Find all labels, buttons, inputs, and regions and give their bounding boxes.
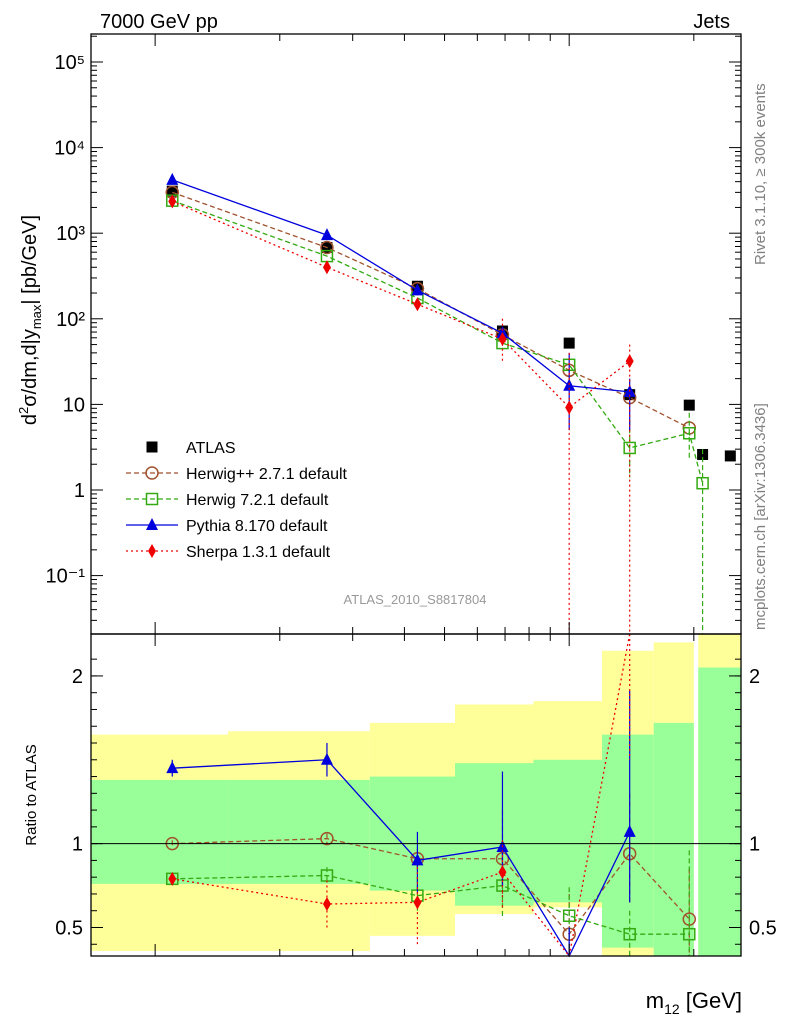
main-ytick-label-6: 10⁵	[54, 52, 85, 74]
ratio-point-3-0	[168, 871, 177, 886]
ratio-point-2-5	[623, 824, 636, 837]
ratio-uncertainty-bands	[91, 634, 741, 956]
legend-marker-4	[148, 544, 156, 558]
ratio-point-3-3	[498, 865, 507, 880]
panel-frames: 10⁻¹ 1 10 10² 10³ 10⁴ 10⁵ 0.5 0.5 1 1 2 2	[46, 33, 777, 957]
legend-label-3: Pythia 8.170 default	[186, 518, 328, 535]
main-point-0-4	[563, 337, 575, 349]
ratio-band-inner-6	[653, 722, 694, 956]
main-point-0-7	[697, 448, 709, 460]
ratio-point-1-6	[683, 927, 696, 941]
ratio-band-inner-3	[455, 763, 534, 906]
x-axis-label: m12 [GeV]	[646, 988, 742, 1017]
main-point-0-0	[166, 185, 178, 197]
main-ytick-label-2: 10	[63, 394, 85, 416]
main-point-4-4	[565, 400, 574, 415]
ratio-band-inner-5	[601, 734, 654, 948]
legend-label-4: Sherpa 1.3.1 default	[186, 544, 331, 561]
main-point-4-5	[625, 354, 634, 369]
mcplots-label: mcplots.cern.ch [arXiv:1306.3436]	[752, 403, 769, 630]
legend-label-2: Herwig 7.2.1 default	[186, 492, 329, 509]
main-point-3-2	[411, 283, 424, 296]
main-point-4-2	[413, 297, 422, 312]
ratio-point-3-1	[322, 897, 331, 912]
main-series-line-2	[172, 200, 704, 484]
ratio-series-line-3	[172, 633, 631, 958]
ratio-band-inner-7	[698, 667, 741, 956]
main-series-line-3	[172, 179, 630, 393]
ratio-series-line-2	[172, 759, 631, 958]
main-point-3-1	[320, 228, 333, 241]
ratio-ytick-label-1: 1	[72, 834, 83, 856]
ratio-point-1-4	[562, 909, 576, 922]
legend: ATLAS Herwig++ 2.7.1 default Herwig 7.2.1 …	[126, 440, 348, 561]
rivet-version-label: Rivet 3.1.10, ≥ 300k events	[752, 83, 769, 265]
main-ytick-label-1: 1	[74, 480, 85, 502]
main-point-2-5	[623, 441, 636, 455]
main-point-1-1	[320, 240, 334, 255]
main-point-2-7	[696, 476, 709, 490]
analysis-id-label: ATLAS_2010_S8817804	[344, 592, 487, 607]
main-ylabel: d2σ/dm,d|ymax| [pb/GeV]	[16, 215, 44, 425]
ratio-ytick-label-0: 0.5	[55, 917, 83, 939]
ratio-ytick-label-2: 2	[72, 666, 83, 688]
main-point-2-6	[683, 427, 696, 440]
legend-label-1: Herwig++ 2.7.1 default	[186, 466, 348, 483]
ratio-point-2-2	[411, 853, 424, 866]
ratio-point-3-2	[413, 895, 422, 910]
main-ytick-label-4: 10³	[56, 223, 85, 245]
legend-marker-1	[145, 466, 159, 480]
ratio-band-inner-2	[369, 776, 456, 891]
main-series-line-4	[172, 200, 631, 409]
main-point-4-1	[322, 260, 331, 275]
ratio-band-inner-1	[228, 779, 370, 884]
legend-marker-3	[146, 518, 158, 530]
legend-marker-2	[145, 492, 159, 506]
main-ytick-label-0: 10⁻¹	[46, 566, 86, 588]
main-point-0-6	[683, 399, 695, 411]
ratio-ylabel: Ratio to ATLAS	[23, 744, 40, 845]
ratio-band-inner-0	[91, 779, 229, 884]
legend-marker-0	[146, 441, 158, 453]
ratio-frame	[90, 633, 742, 957]
main-ytick-label-5: 10⁴	[54, 138, 85, 160]
header-right-label: Jets	[693, 11, 730, 33]
ratio-ytick-label-right-0: 0.5	[749, 917, 777, 939]
ratio-point-2-0	[166, 761, 179, 774]
legend-label-0: ATLAS	[186, 440, 236, 457]
main-panel	[165, 172, 736, 634]
main-ytick-label-3: 10²	[56, 309, 85, 331]
ratio-ytick-label-right-2: 2	[749, 666, 760, 688]
main-point-4-3	[498, 332, 507, 347]
header-left-label: 7000 GeV pp	[100, 11, 218, 33]
ratio-point-2-1	[320, 752, 333, 765]
main-point-4-0	[168, 194, 177, 209]
main-point-3-0	[166, 172, 179, 185]
ratio-band-inner-4	[533, 759, 602, 903]
ratio-point-0-1	[320, 831, 334, 846]
ratio-point-1-5	[623, 927, 636, 941]
main-point-0-8	[724, 450, 736, 462]
ratio-panel	[165, 633, 697, 958]
ratio-ytick-label-right-1: 1	[749, 834, 760, 856]
